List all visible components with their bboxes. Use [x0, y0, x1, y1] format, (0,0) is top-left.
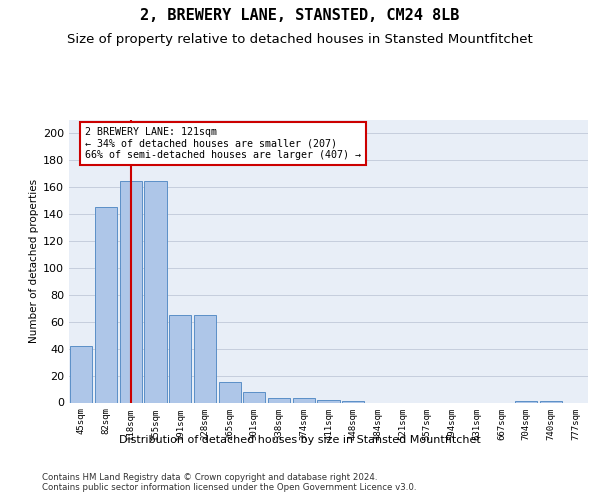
Bar: [540, 401, 562, 402]
Text: 2 BREWERY LANE: 121sqm
← 34% of detached houses are smaller (207)
66% of semi-de: 2 BREWERY LANE: 121sqm ← 34% of detached…: [85, 126, 361, 160]
Bar: [268, 398, 290, 402]
Text: Contains public sector information licensed under the Open Government Licence v3: Contains public sector information licen…: [42, 484, 416, 492]
Bar: [342, 401, 364, 402]
Bar: [70, 346, 92, 403]
Bar: [317, 400, 340, 402]
Text: 2, BREWERY LANE, STANSTED, CM24 8LB: 2, BREWERY LANE, STANSTED, CM24 8LB: [140, 8, 460, 22]
Bar: [169, 315, 191, 402]
Bar: [194, 315, 216, 402]
Bar: [145, 180, 167, 402]
Y-axis label: Number of detached properties: Number of detached properties: [29, 179, 39, 344]
Bar: [243, 392, 265, 402]
Bar: [293, 398, 315, 402]
Text: Contains HM Land Registry data © Crown copyright and database right 2024.: Contains HM Land Registry data © Crown c…: [42, 472, 377, 482]
Bar: [119, 180, 142, 402]
Text: Distribution of detached houses by size in Stansted Mountfitchet: Distribution of detached houses by size …: [119, 435, 481, 445]
Bar: [218, 382, 241, 402]
Bar: [515, 401, 538, 402]
Bar: [95, 208, 117, 402]
Text: Size of property relative to detached houses in Stansted Mountfitchet: Size of property relative to detached ho…: [67, 32, 533, 46]
